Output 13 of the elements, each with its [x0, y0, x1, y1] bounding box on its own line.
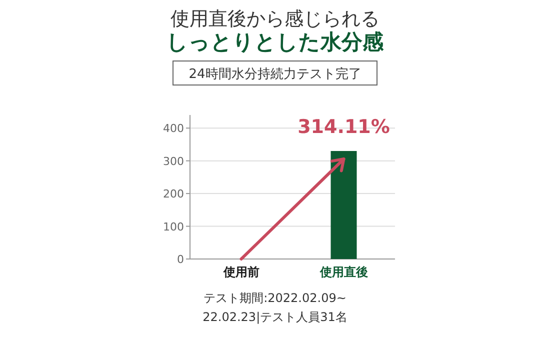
x-tick-label: 使用直後: [318, 265, 368, 279]
text: テスト期間:2022.02.09~: [204, 291, 346, 305]
annotation: 314.11%: [298, 116, 390, 138]
y-tick-label: 200: [163, 188, 184, 201]
text: 22.02.23|テスト人員31名: [202, 310, 348, 324]
y-tick-label: 0: [177, 253, 184, 266]
title: 使用直後から感じられる: [170, 8, 380, 30]
x-tick-label: 使用前: [222, 265, 260, 279]
y-tick-label: 100: [163, 220, 184, 234]
text: 24時間水分持続力テスト完了: [188, 66, 362, 82]
y-tick-label: 400: [163, 122, 184, 136]
y-tick-label: 300: [163, 154, 184, 168]
subtitle: しっとりとした水分感: [166, 30, 384, 54]
